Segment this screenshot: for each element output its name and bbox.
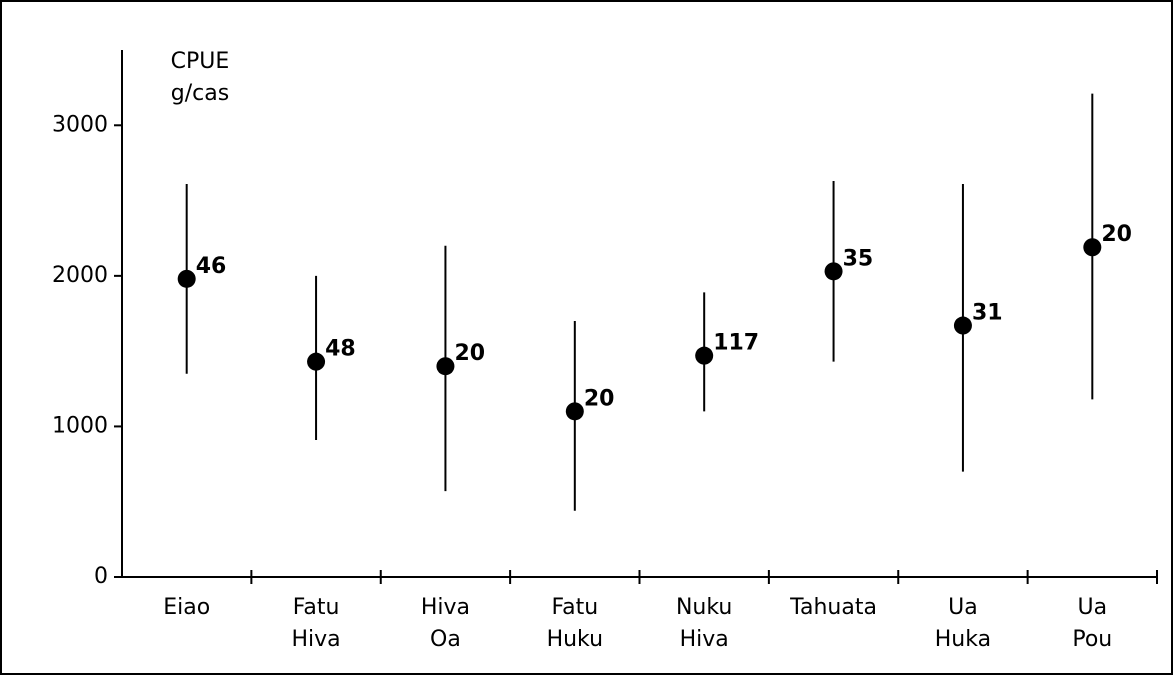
- n-label: 20: [1101, 222, 1132, 247]
- n-label: 117: [713, 331, 759, 356]
- point: [177, 269, 196, 288]
- point: [695, 346, 714, 365]
- n-label: 20: [454, 341, 485, 366]
- x-tick-label: Ua: [1078, 595, 1108, 620]
- x-tick-label: Oa: [430, 627, 461, 652]
- y-tick-label: 2000: [52, 263, 108, 288]
- x-tick-label: Hiva: [421, 595, 470, 620]
- n-label: 46: [196, 254, 227, 279]
- x-tick-label: Hiva: [291, 627, 340, 652]
- point: [824, 262, 843, 281]
- point: [953, 316, 972, 335]
- x-tick-label: Fatu: [293, 595, 340, 620]
- x-tick-label: Pou: [1072, 627, 1112, 652]
- point: [307, 352, 326, 371]
- n-label: 48: [325, 337, 356, 362]
- x-tick-label: Ua: [948, 595, 978, 620]
- x-tick-label: Fatu: [551, 595, 598, 620]
- n-label: 35: [843, 246, 874, 271]
- point: [436, 357, 455, 376]
- y-tick-label: 3000: [52, 112, 108, 137]
- y-tick-label: 0: [94, 564, 108, 589]
- point: [565, 402, 584, 421]
- x-tick-label: Huku: [547, 627, 604, 652]
- y-axis-label: CPUE: [171, 49, 230, 74]
- point: [1083, 238, 1102, 257]
- n-label: 31: [972, 301, 1003, 326]
- x-tick-label: Huka: [935, 627, 991, 652]
- x-tick-label: Hiva: [680, 627, 729, 652]
- n-label: 20: [584, 386, 615, 411]
- y-tick-label: 1000: [52, 413, 108, 438]
- y-axis-label: g/cas: [171, 81, 229, 106]
- x-tick-label: Tahuata: [789, 595, 877, 620]
- x-tick-label: Eiao: [163, 595, 210, 620]
- x-tick-label: Nuku: [676, 595, 732, 620]
